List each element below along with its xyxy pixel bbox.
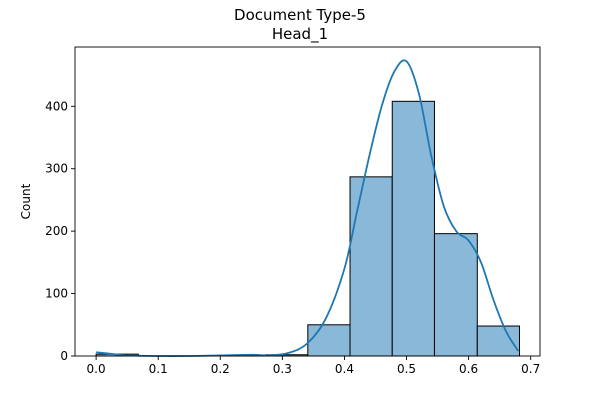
- x-tick-label-0: 0.0: [87, 362, 106, 376]
- histogram-bar-9: [476, 325, 521, 357]
- histogram-bar-6: [349, 176, 393, 357]
- y-axis-label: Count: [19, 183, 33, 219]
- x-tick-label-4: 0.4: [335, 362, 354, 376]
- x-tick-label-7: 0.7: [521, 362, 540, 376]
- histogram-bar-8: [433, 233, 478, 357]
- plot-frame: [74, 46, 541, 357]
- histogram-bar-5: [307, 324, 351, 357]
- y-tick-label-1: 100: [45, 287, 68, 301]
- chart-subtitle: Head_1: [271, 25, 329, 43]
- x-tick-label-1: 0.1: [149, 362, 168, 376]
- x-tick-label-5: 0.5: [397, 362, 416, 376]
- y-tick-label-2: 200: [45, 224, 68, 238]
- y-tick-label-4: 400: [45, 99, 68, 113]
- y-tick-label-0: 0: [60, 349, 68, 363]
- x-tick-label-3: 0.3: [273, 362, 292, 376]
- chart-title: Document Type-5: [234, 6, 366, 24]
- x-tick-label-6: 0.6: [459, 362, 478, 376]
- y-tick-label-3: 300: [45, 162, 68, 176]
- x-tick-label-2: 0.2: [211, 362, 230, 376]
